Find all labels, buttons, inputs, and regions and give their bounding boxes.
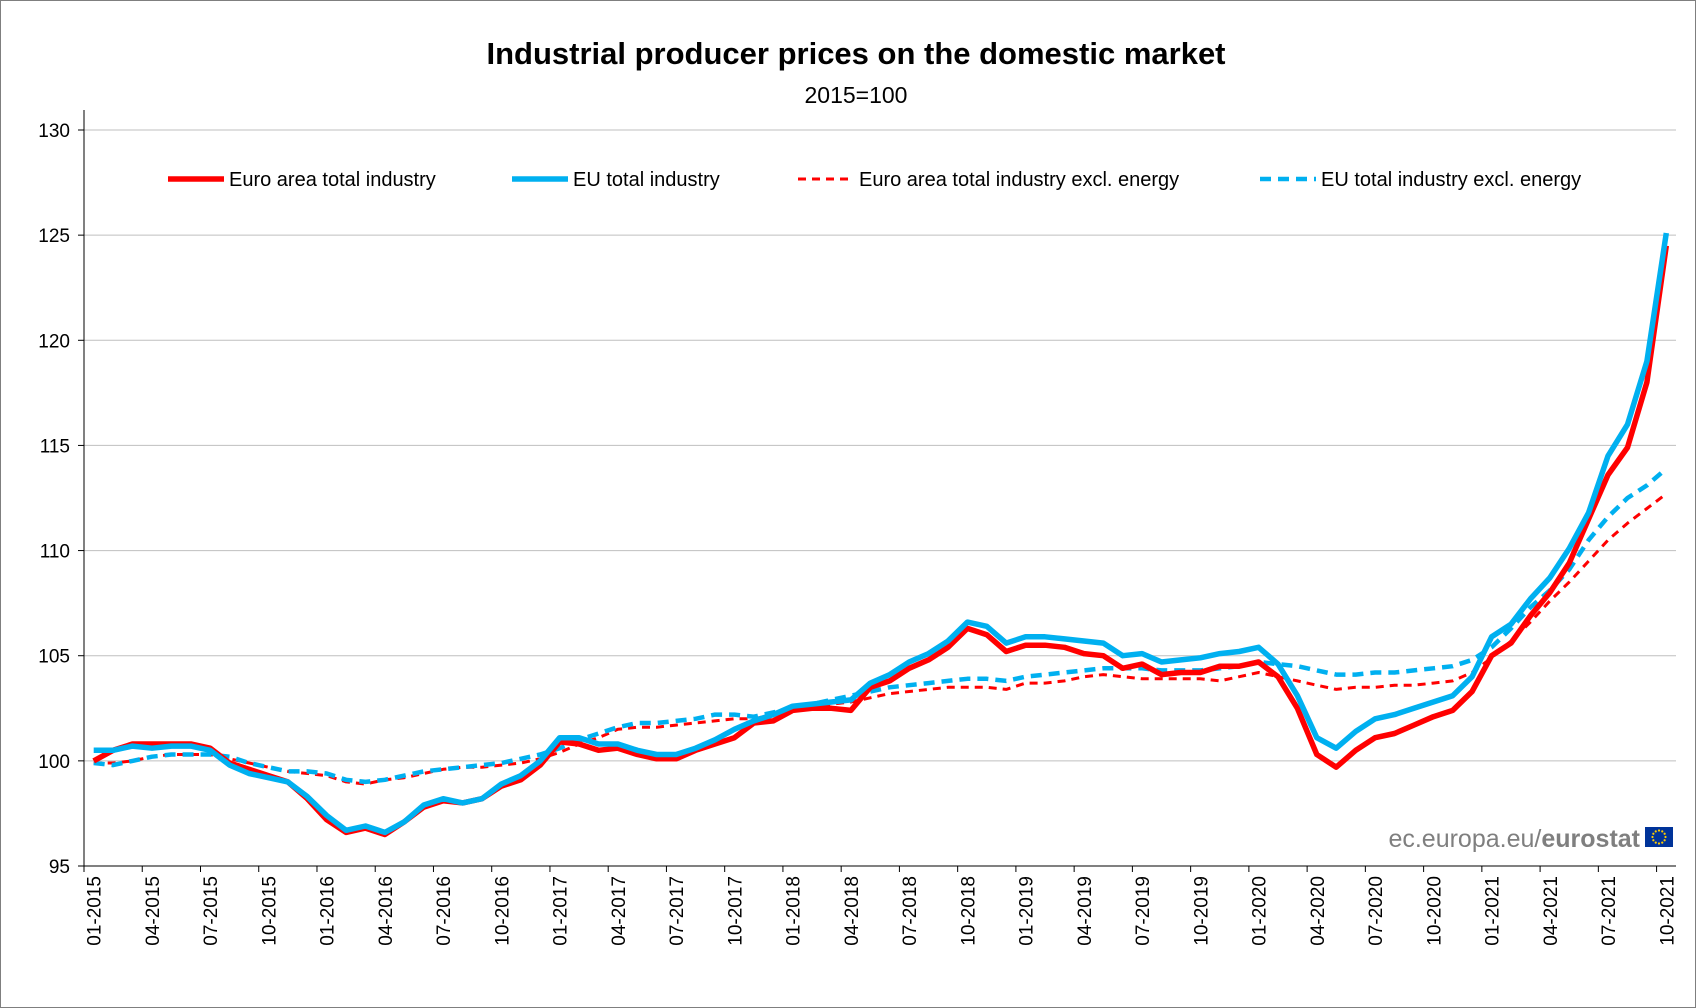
x-tick-label: 07-2018 (900, 876, 921, 946)
y-tick-label: 130 (38, 121, 70, 142)
flag-star (1657, 842, 1661, 845)
series-lines (92, 232, 1670, 838)
x-axis-ticks: 01-2015 04-2015 07-2015 10-2015 01-2016 04-20… (83, 866, 1678, 946)
legend-label: Euro area total industry excl. energy (859, 169, 1179, 191)
x-tick-label: 01-2015 (85, 876, 106, 946)
x-tick-label: 10-2017 (725, 876, 746, 946)
series-line-2 (93, 492, 1668, 786)
legend: Euro area total industry EU total industr… (168, 169, 1581, 191)
y-tick-label: 120 (38, 331, 70, 352)
x-tick-label: 04-2018 (842, 876, 863, 946)
x-tick-label: 07-2020 (1366, 876, 1387, 946)
y-axis-ticks: 95 100 105 110 115 120 125 130 (38, 121, 84, 878)
x-tick-label: 04-2016 (376, 876, 397, 946)
x-tick-label: 07-2016 (434, 876, 455, 946)
series-line-1 (93, 232, 1670, 836)
x-tick-label: 04-2015 (143, 876, 164, 946)
x-tick-label: 10-2019 (1191, 876, 1212, 946)
source-footer: ec.europa.eu/eurostat (1388, 825, 1673, 853)
x-tick-label: 07-2015 (201, 876, 222, 946)
axes (83, 110, 1676, 867)
x-tick-label: 01-2021 (1483, 876, 1504, 946)
source-prefix: ec.europa.eu/ (1388, 825, 1541, 853)
gridlines (84, 129, 1676, 762)
x-tick-label: 10-2016 (492, 876, 513, 946)
x-tick-label: 07-2021 (1599, 876, 1620, 946)
flag-star (1657, 829, 1661, 832)
x-tick-label: 07-2017 (667, 876, 688, 946)
flag-star (1661, 830, 1664, 833)
source-brand: eurostat (1541, 825, 1640, 853)
flag-star (1651, 835, 1654, 839)
x-tick-label: 01-2019 (1017, 876, 1038, 946)
flag-star (1652, 832, 1655, 835)
x-tick-label: 01-2017 (551, 876, 572, 946)
flag-star (1654, 830, 1657, 833)
x-tick-label: 01-2016 (318, 876, 339, 946)
source-text: ec.europa.eu/eurostat (1388, 825, 1640, 853)
x-tick-label: 10-2020 (1424, 876, 1445, 946)
flag-star (1664, 835, 1667, 839)
x-tick-label: 01-2020 (1250, 876, 1271, 946)
x-tick-label: 04-2020 (1308, 876, 1329, 946)
x-tick-label: 10-2018 (958, 876, 979, 946)
legend-label: EU total industry excl. energy (1321, 169, 1581, 191)
y-tick-label: 100 (38, 752, 70, 773)
x-tick-label: 07-2019 (1133, 876, 1154, 946)
flag-star (1663, 832, 1666, 835)
legend-label: EU total industry (573, 169, 720, 191)
flag-star (1663, 839, 1666, 842)
y-tick-label: 95 (49, 857, 70, 878)
y-tick-label: 110 (40, 542, 70, 563)
eu-flag-icon (1645, 827, 1673, 847)
flag-star (1661, 841, 1664, 844)
flag-field (1645, 827, 1673, 847)
series-line-3 (93, 466, 1668, 785)
y-tick-label: 115 (40, 436, 70, 457)
x-tick-label: 04-2019 (1075, 876, 1096, 946)
y-tick-label: 105 (38, 647, 70, 668)
flag-star (1652, 839, 1655, 842)
chart-subtitle: 2015=100 (805, 82, 908, 108)
x-tick-label: 01-2018 (784, 876, 805, 946)
x-tick-label: 04-2017 (609, 876, 630, 946)
flag-star (1654, 841, 1657, 844)
legend-label: Euro area total industry (229, 169, 436, 191)
x-tick-label: 04-2021 (1541, 876, 1562, 946)
x-tick-label: 10-2015 (259, 876, 280, 946)
x-tick-label: 10-2021 (1657, 876, 1678, 946)
series-line-0 (92, 245, 1670, 838)
chart-title: Industrial producer prices on the domest… (486, 36, 1225, 71)
y-tick-label: 125 (38, 226, 70, 247)
